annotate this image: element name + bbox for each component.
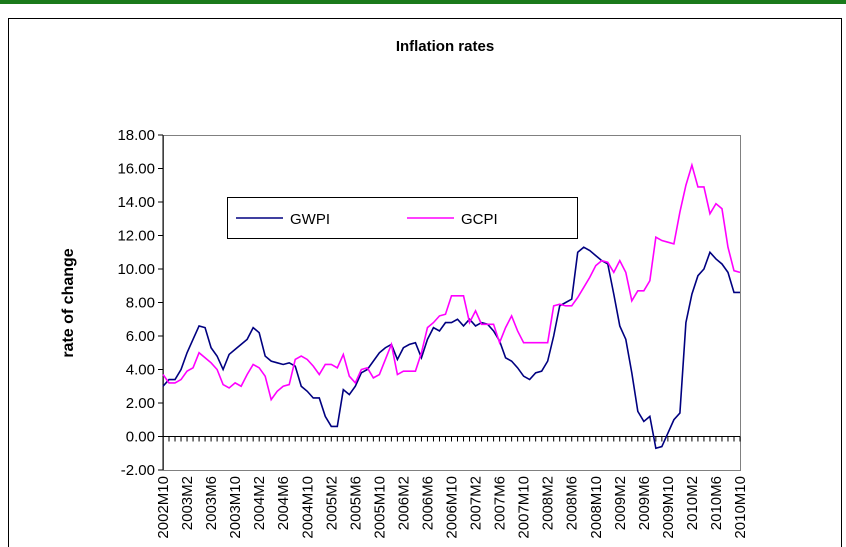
chart-frame <box>8 18 842 547</box>
y-axis-label: rate of change <box>60 248 77 357</box>
x-tick-label: 2008M2 <box>540 476 557 530</box>
x-tick-label: 2007M10 <box>516 476 533 539</box>
y-tick-label: -2.00 <box>121 462 155 479</box>
x-tick-label: 2006M6 <box>419 476 436 530</box>
x-tick-label: 2009M6 <box>636 476 653 530</box>
x-tick-label: 2010M10 <box>732 476 749 539</box>
x-tick-label: 2010M6 <box>708 476 725 530</box>
y-tick-label: 8.00 <box>126 295 155 312</box>
y-tick-label: 10.00 <box>117 261 155 278</box>
x-tick-label: 2007M6 <box>492 476 509 530</box>
x-tick-label: 2003M10 <box>227 476 244 539</box>
x-tick-label: 2009M2 <box>612 476 629 530</box>
x-tick-label: 2004M6 <box>275 476 292 530</box>
series-line <box>162 162 741 402</box>
x-tick-label: 2004M2 <box>251 476 268 530</box>
x-tick-label: 2005M2 <box>323 476 340 530</box>
x-tick-label: 2006M2 <box>395 476 412 530</box>
legend-label: GWPI <box>290 211 330 228</box>
y-tick-label: 14.00 <box>117 194 155 211</box>
y-tick-label: 2.00 <box>126 395 155 412</box>
y-tick-label: 0.00 <box>126 429 155 446</box>
x-tick-label: 2008M10 <box>588 476 605 539</box>
x-tick-label: 2008M6 <box>564 476 581 530</box>
x-tick-label: 2003M6 <box>203 476 220 530</box>
y-tick-label: 18.00 <box>117 127 155 144</box>
x-tick-label: 2003M2 <box>179 476 196 530</box>
x-tick-label: 2007M2 <box>468 476 485 530</box>
x-tick-label: 2004M10 <box>299 476 316 539</box>
legend <box>227 197 578 239</box>
x-tick-label: 2010M2 <box>684 476 701 530</box>
y-tick-label: 16.00 <box>117 161 155 178</box>
y-tick-label: 12.00 <box>117 228 155 245</box>
x-tick-label: 2005M10 <box>371 476 388 539</box>
x-tick-label: 2002M10 <box>155 476 172 539</box>
y-tick-label: 6.00 <box>126 328 155 345</box>
chart-title: Inflation rates <box>396 38 494 55</box>
legend-label: GCPI <box>461 211 498 228</box>
x-tick-label: 2006M10 <box>444 476 461 539</box>
y-tick-label: 4.00 <box>126 362 155 379</box>
top-bar <box>0 0 846 4</box>
x-tick-label: 2009M10 <box>660 476 677 539</box>
x-tick-label: 2005M6 <box>347 476 364 530</box>
series-line <box>162 246 740 450</box>
